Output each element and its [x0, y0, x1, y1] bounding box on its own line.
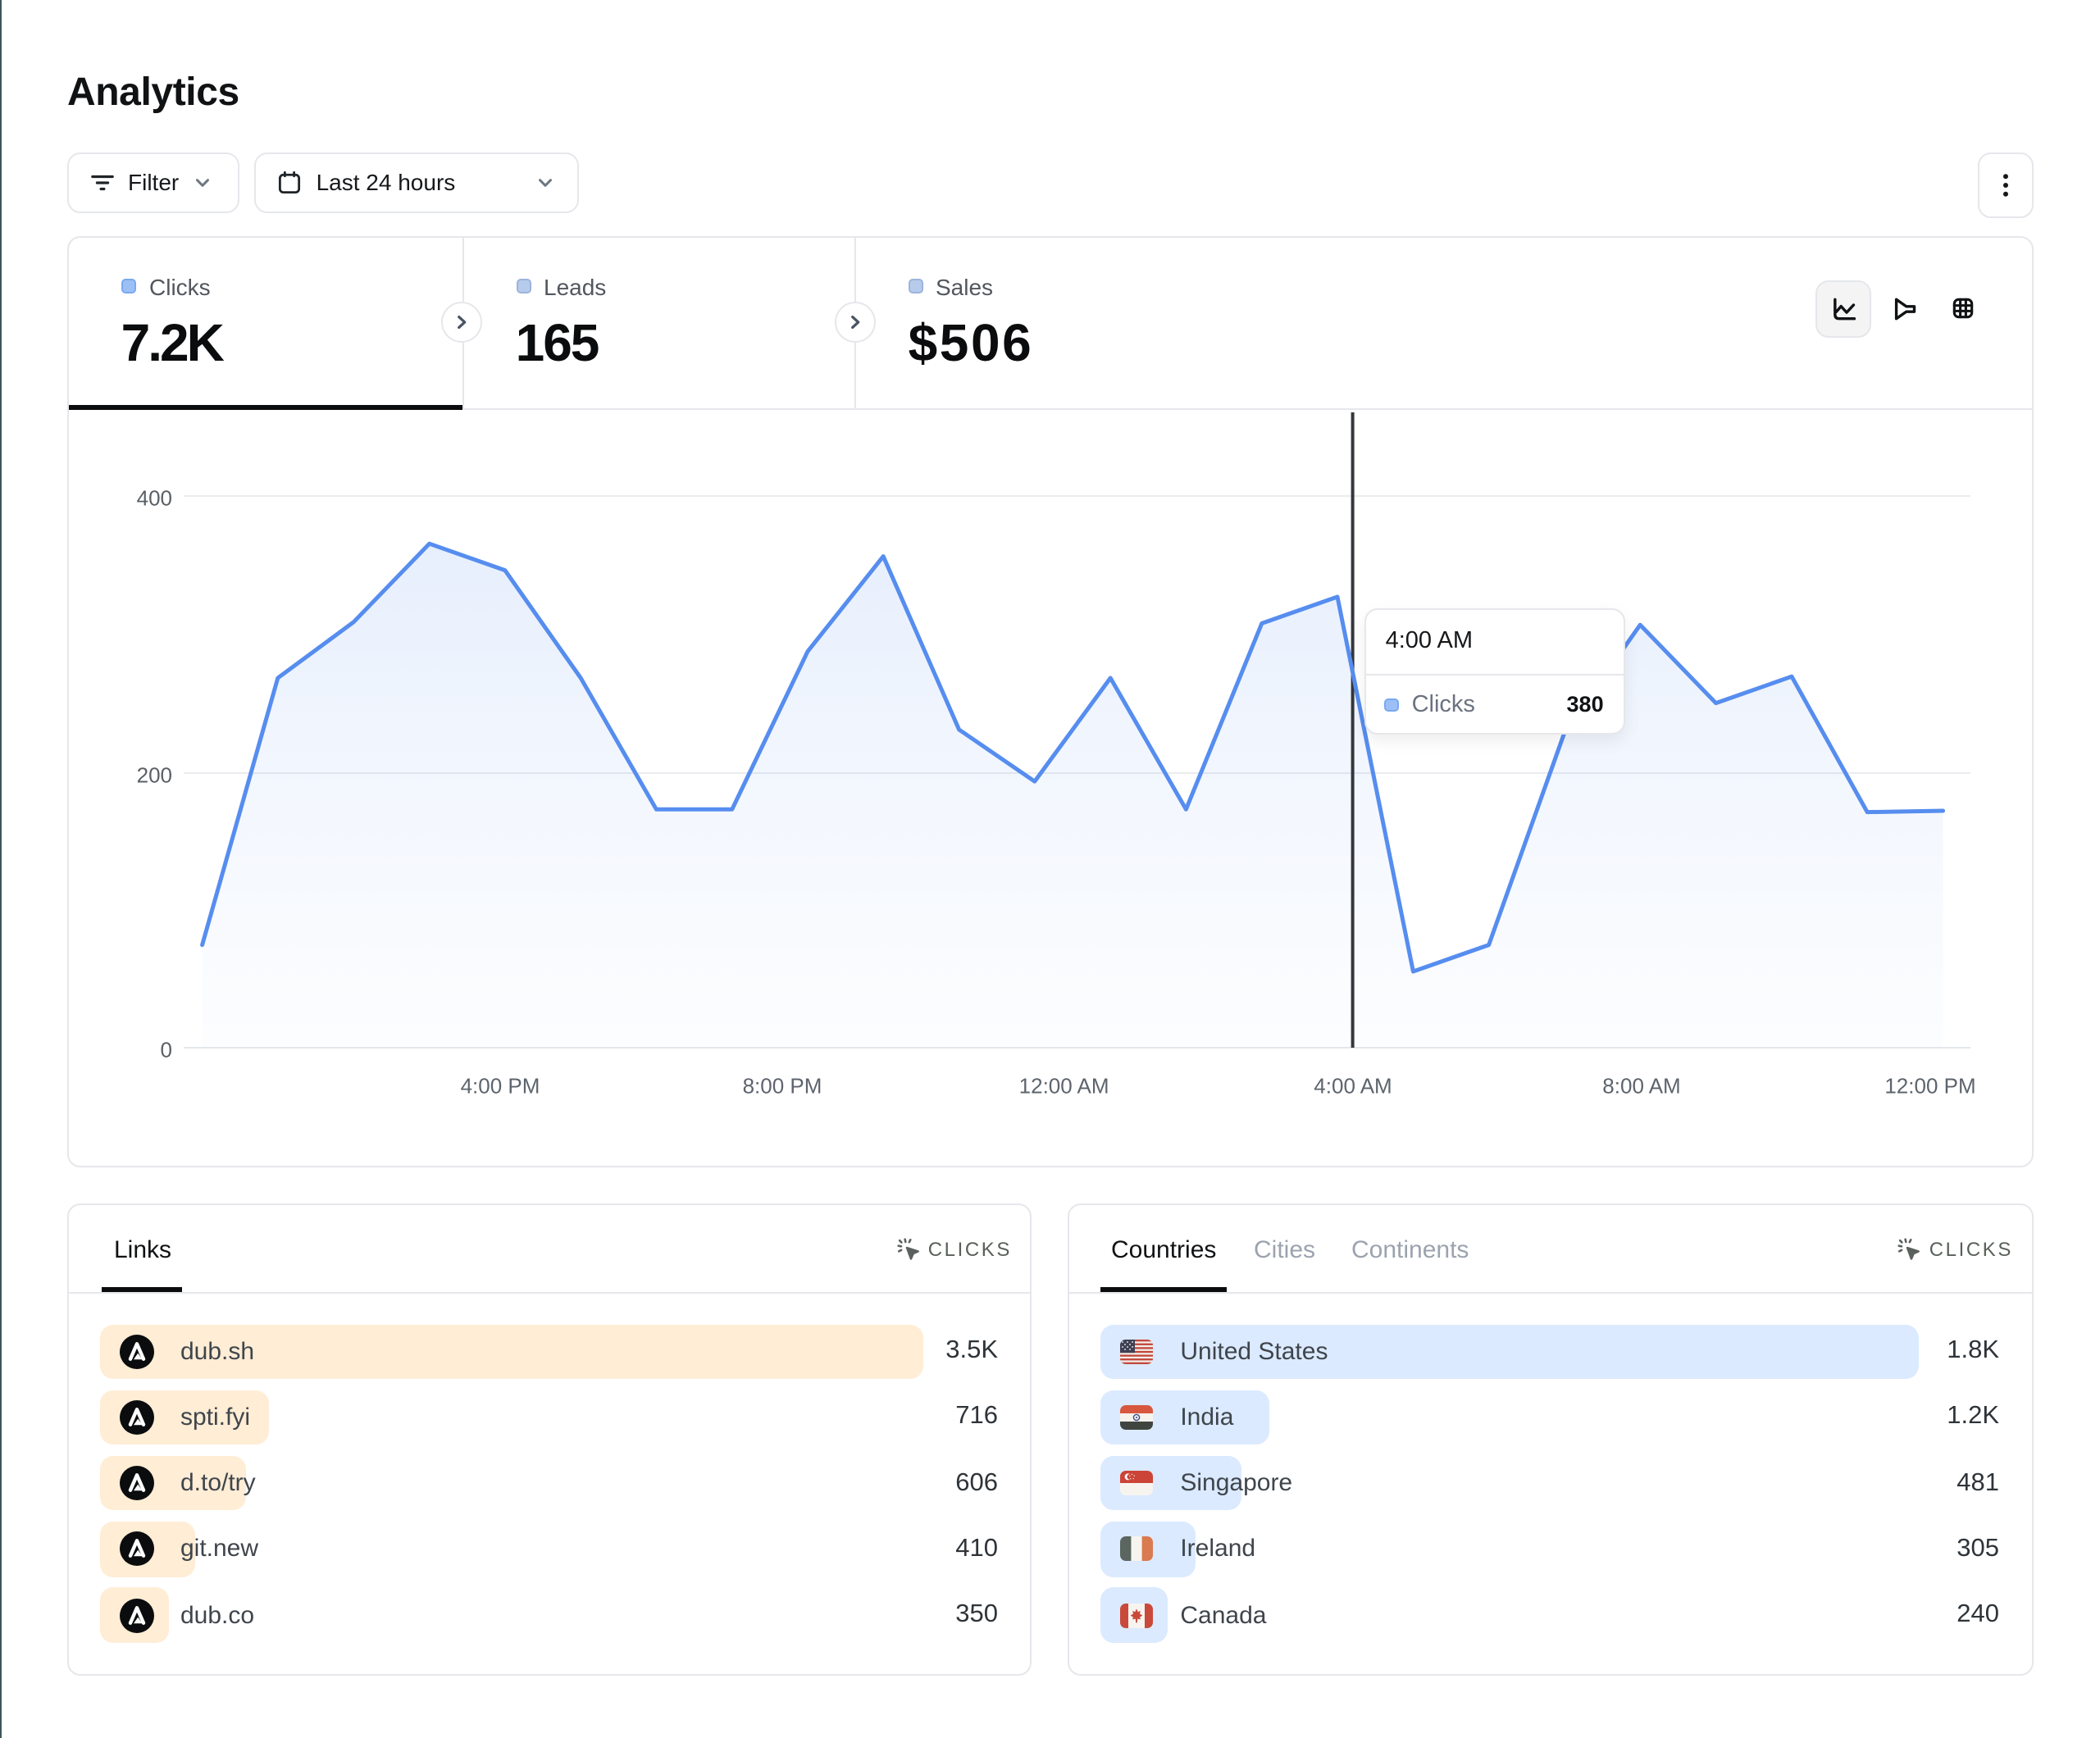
svg-text:8:00 PM: 8:00 PM: [743, 1073, 822, 1098]
svg-text:400: 400: [137, 485, 172, 510]
svg-text:12:00 PM: 12:00 PM: [1884, 1073, 1975, 1098]
svg-text:4:00 AM: 4:00 AM: [1314, 1073, 1392, 1098]
svg-text:0: 0: [161, 1037, 172, 1062]
svg-text:4:00 PM: 4:00 PM: [461, 1073, 540, 1098]
svg-text:8:00 AM: 8:00 AM: [1602, 1073, 1680, 1098]
svg-text:200: 200: [137, 762, 172, 787]
svg-text:12:00 AM: 12:00 AM: [1019, 1073, 1109, 1098]
